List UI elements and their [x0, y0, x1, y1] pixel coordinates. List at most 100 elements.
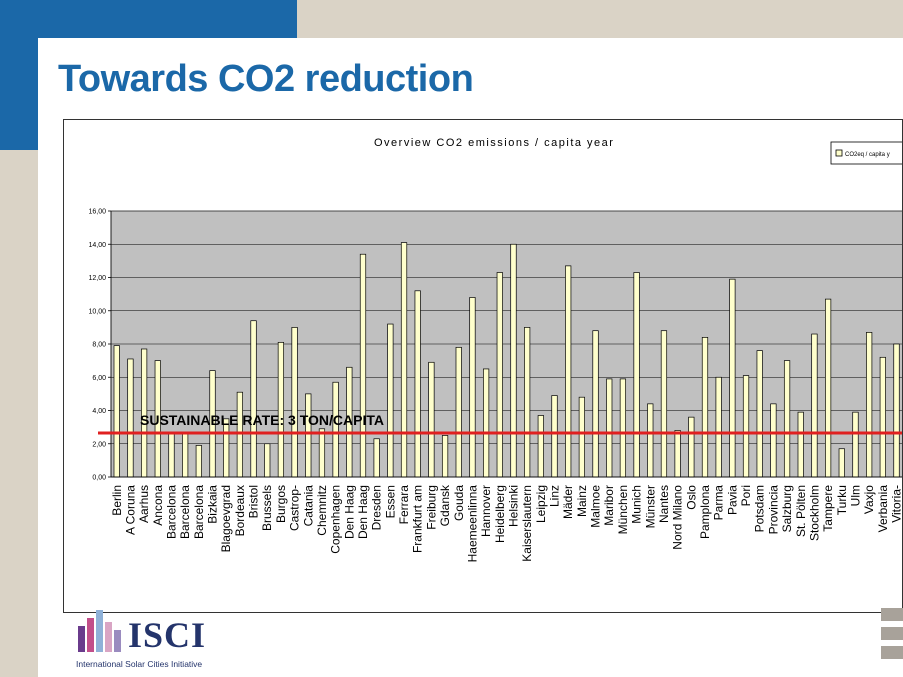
x-tick-label: Essen [383, 485, 397, 518]
sustainable-rate-label: SUSTAINABLE RATE: 3 TON/CAPITA [140, 412, 384, 428]
bar [483, 368, 490, 478]
y-tick-label: 0,00 [92, 475, 106, 482]
logo-bars-icon [78, 610, 121, 652]
x-tick-label: Turku [835, 485, 849, 515]
x-tick-label: Maribor [602, 485, 616, 526]
x-tick-label: Kaiserslautern [520, 485, 534, 562]
bar [195, 445, 202, 478]
bar [838, 448, 845, 478]
y-tick-label: 10,00 [88, 308, 106, 315]
x-tick-label: Potsdam [753, 485, 767, 532]
y-tick-label: 8,00 [92, 342, 106, 349]
x-tick-label: Vitoria- [890, 485, 902, 523]
bar [332, 381, 339, 478]
x-tick-label: St. Pölten [794, 485, 808, 537]
bar [127, 358, 134, 478]
y-tick-label: 2,00 [92, 441, 106, 448]
x-tick-label: Salzburg [780, 485, 794, 532]
x-tick-label: Nantes [657, 485, 671, 523]
x-tick-label: Catania [301, 485, 315, 527]
bar [414, 290, 421, 478]
x-tick-label: A Coruna [123, 485, 137, 535]
bar [852, 411, 859, 478]
bar [113, 345, 120, 478]
isci-logo: ISCI International Solar Cities Initiati… [70, 610, 250, 670]
x-tick-label: Copenhagen [329, 485, 343, 554]
x-tick-label: München [616, 485, 630, 534]
bar [893, 343, 900, 478]
bar [182, 431, 189, 478]
x-tick-label: Bristol [247, 485, 261, 518]
x-tick-label: Gouda [452, 485, 466, 521]
logo-name: ISCI [128, 615, 207, 655]
x-tick-label: Provincia [766, 485, 780, 535]
x-tick-label: Helsinki [506, 485, 520, 527]
bar [551, 395, 558, 478]
y-tick-label: 14,00 [88, 242, 106, 249]
x-tick-label: Barcelona [178, 485, 192, 539]
side-accent-bar [0, 38, 38, 150]
logo-subtitle: International Solar Cities Initiative [76, 659, 203, 669]
chart-frame: Overview CO2 emissions / capita year CO2e… [63, 119, 903, 613]
header-accent-bar [0, 0, 297, 38]
x-tick-label: Ancona [151, 485, 165, 526]
x-tick-label: Stockholm [807, 485, 821, 541]
bar [592, 330, 599, 478]
x-tick-label: Gdansk [438, 484, 452, 526]
x-tick-label: Oslo [684, 485, 698, 510]
x-tick-label: Bordeaux [233, 485, 247, 536]
y-tick-label: 4,00 [92, 408, 106, 415]
slide-title: Towards CO2 reduction [58, 58, 474, 100]
bar [742, 375, 750, 478]
bar [688, 416, 695, 478]
legend-swatch [835, 149, 843, 157]
x-tick-label: Barcelona [192, 485, 206, 539]
bar [756, 350, 763, 478]
x-tick-label: Pamplona [698, 485, 712, 539]
x-tick-label: Den Haag [342, 485, 356, 539]
bar [373, 438, 380, 478]
bar [469, 297, 476, 478]
bar [825, 298, 832, 478]
x-tick-label: Ferrara [397, 485, 411, 525]
bar [510, 243, 517, 478]
x-tick-label: Dresden [370, 485, 384, 530]
y-tick-label: 6,00 [92, 375, 106, 382]
chart-title: Overview CO2 emissions / capita year [374, 137, 614, 149]
x-tick-label: Hannover [479, 485, 493, 537]
co2-bar-chart: Overview CO2 emissions / capita year CO2e… [88, 137, 902, 562]
x-tick-label: Bizkaia [206, 485, 220, 524]
bar [387, 323, 394, 478]
x-tick-label: Heidelberg [493, 485, 507, 543]
bar [715, 376, 722, 478]
legend-box [830, 141, 902, 165]
bar [277, 341, 285, 478]
x-tick-label: Leipzig [534, 485, 548, 523]
x-tick-label: Burgos [274, 485, 288, 523]
bar [674, 430, 681, 478]
bar [455, 346, 462, 478]
bar [660, 330, 668, 478]
x-tick-label: Frankfurt am [411, 485, 425, 553]
bar [797, 411, 804, 478]
x-tick-label: Berlin [110, 485, 124, 516]
x-tick-label: Castrop- [288, 485, 302, 531]
bar [633, 272, 640, 478]
x-tick-label: Freiburg [424, 485, 438, 530]
bar [606, 378, 613, 478]
bar [250, 320, 257, 478]
bar [729, 278, 736, 478]
bar [441, 435, 449, 478]
x-tick-label: Mäder [561, 485, 575, 519]
y-tick-label: 16,00 [88, 209, 106, 216]
bar [236, 391, 243, 478]
bar [619, 378, 627, 478]
bar [291, 327, 298, 478]
bar [565, 265, 572, 478]
x-tick-label: Munich [630, 485, 644, 524]
x-tick-label: Tampere [821, 485, 835, 532]
bar [400, 242, 408, 478]
x-tick-label: Pavia [725, 485, 739, 515]
bar [783, 360, 791, 478]
bar [318, 428, 326, 478]
